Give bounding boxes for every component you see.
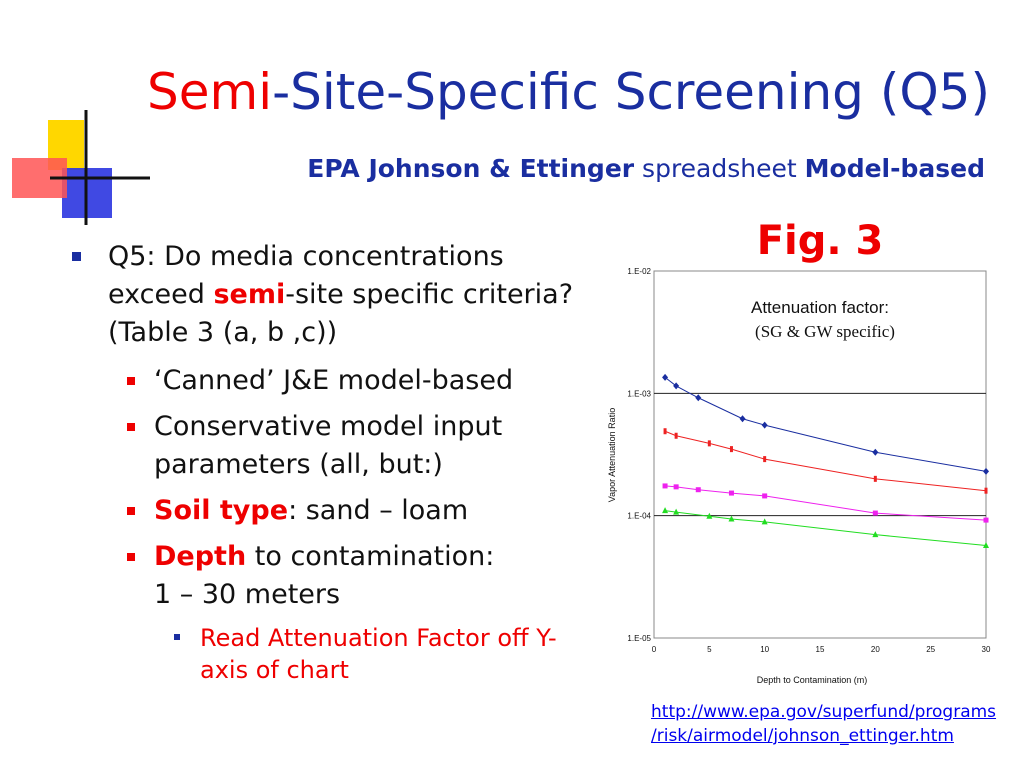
series-0-point: [983, 467, 989, 475]
x-tick-label: 10: [760, 645, 769, 654]
series-3-point: [673, 508, 680, 515]
series-2-point: [872, 510, 878, 516]
x-tick-label: 25: [926, 645, 935, 654]
series-1-point: [984, 487, 988, 494]
url-line-1[interactable]: http://www.epa.gov/superfund/programs: [651, 702, 997, 722]
series-0-point: [662, 373, 669, 381]
canned-text: ‘Canned’ J&E model-based: [154, 365, 514, 396]
q5-text-c: -site specific criteria? (Table 3 (a, b …: [108, 279, 574, 348]
bullet-read-factor: Read Attenuation Factor off Y-axis of ch…: [72, 622, 592, 686]
series-0-point: [673, 382, 680, 390]
series-0-point: [761, 421, 768, 429]
series-1-point: [707, 440, 711, 447]
series-3-point: [728, 515, 735, 522]
slide-subtitle: EPA Johnson & Ettinger spreadsheet Model…: [150, 153, 985, 185]
subtitle-spreadsheet: spreadsheet: [634, 154, 805, 183]
bullet-list: Q5: Do media concentrations exceed semi-…: [72, 238, 592, 686]
series-2-point: [983, 517, 989, 523]
depth-range: 1 – 30 meters: [154, 579, 341, 610]
chart-annotation-1: Attenuation factor:: [751, 298, 889, 317]
y-tick-label: 1.E-03: [627, 389, 651, 398]
series-3-point: [761, 518, 768, 525]
figure-label: Fig. 3: [756, 218, 884, 264]
series-3-point: [662, 507, 669, 514]
subtitle-epa: EPA Johnson & Ettinger: [307, 154, 635, 183]
series-0-point: [872, 448, 879, 456]
series-1-point: [674, 432, 678, 439]
bullet-conservative: Conservative model input parameters (all…: [72, 408, 592, 484]
series-1-point: [763, 456, 767, 463]
bullet-marker: [127, 377, 135, 385]
reference-link[interactable]: http://www.epa.gov/superfund/programs /r…: [651, 700, 996, 748]
q5-semi: semi: [213, 279, 286, 310]
soil-type-text: : sand – loam: [288, 495, 469, 526]
series-2-point: [673, 484, 679, 490]
title-semi: Semi: [147, 63, 273, 121]
slide-title: Semi-Site-Specific Screening (Q5): [130, 62, 990, 122]
bullet-soil-type: Soil type: sand – loam: [72, 492, 592, 530]
y-tick-label: 1.E-02: [627, 267, 651, 276]
bullet-marker: [127, 423, 135, 431]
subtitle-model-based: Model-based: [804, 154, 985, 183]
x-tick-label: 20: [871, 645, 880, 654]
x-tick-label: 15: [816, 645, 825, 654]
series-1-point: [873, 475, 877, 482]
x-tick-label: 5: [707, 645, 712, 654]
series-2-point: [695, 487, 701, 493]
decorative-squares-logo: [12, 110, 150, 225]
bullet-marker: [127, 553, 135, 561]
url-line-2[interactable]: /risk/airmodel/johnson_ettinger.htm: [651, 726, 954, 746]
read-factor-text: Read Attenuation Factor off Y-axis of ch…: [200, 624, 557, 684]
series-2-point: [728, 490, 734, 496]
chart-annotation-2: (SG & GW specific): [755, 322, 895, 341]
bullet-q5: Q5: Do media concentrations exceed semi-…: [72, 238, 592, 352]
series-0-point: [739, 415, 746, 423]
series-2-point: [762, 493, 768, 499]
q5-text-a: Q5: Do media concentrations exceed: [108, 241, 504, 310]
x-tick-label: 0: [652, 645, 657, 654]
title-rest: -Site-Specific Screening (Q5): [272, 63, 990, 121]
series-0-point: [695, 394, 702, 402]
bullet-marker: [72, 252, 81, 261]
attenuation-chart: 1.E-02 1.E-03 1.E-04 1.E-05 0 5 10 15 20 25 30 De…: [607, 267, 991, 685]
depth-label: Depth: [154, 541, 247, 572]
y-axis-label: Vapor Attenuation Ratio: [607, 408, 617, 502]
series-1-point: [663, 428, 667, 435]
soil-type-label: Soil type: [154, 495, 289, 526]
series-1-point: [729, 446, 733, 453]
bullet-canned: ‘Canned’ J&E model-based: [72, 362, 592, 400]
depth-text: to contamination:: [246, 541, 495, 572]
plot-area: [653, 270, 987, 639]
conservative-text: Conservative model input parameters (all…: [154, 411, 503, 480]
series-3-point: [872, 531, 879, 538]
bullet-marker: [127, 507, 135, 515]
y-tick-label: 1.E-04: [627, 512, 651, 521]
bullet-depth: Depth to contamination: 1 – 30 meters: [72, 538, 592, 614]
x-tick-label: 30: [982, 645, 991, 654]
x-axis-label: Depth to Contamination (m): [757, 675, 868, 685]
y-tick-label: 1.E-05: [627, 634, 651, 643]
series-2-point: [662, 483, 668, 489]
series-3-point: [983, 542, 989, 549]
series-3-point: [706, 512, 713, 519]
bullet-marker: [174, 634, 180, 640]
